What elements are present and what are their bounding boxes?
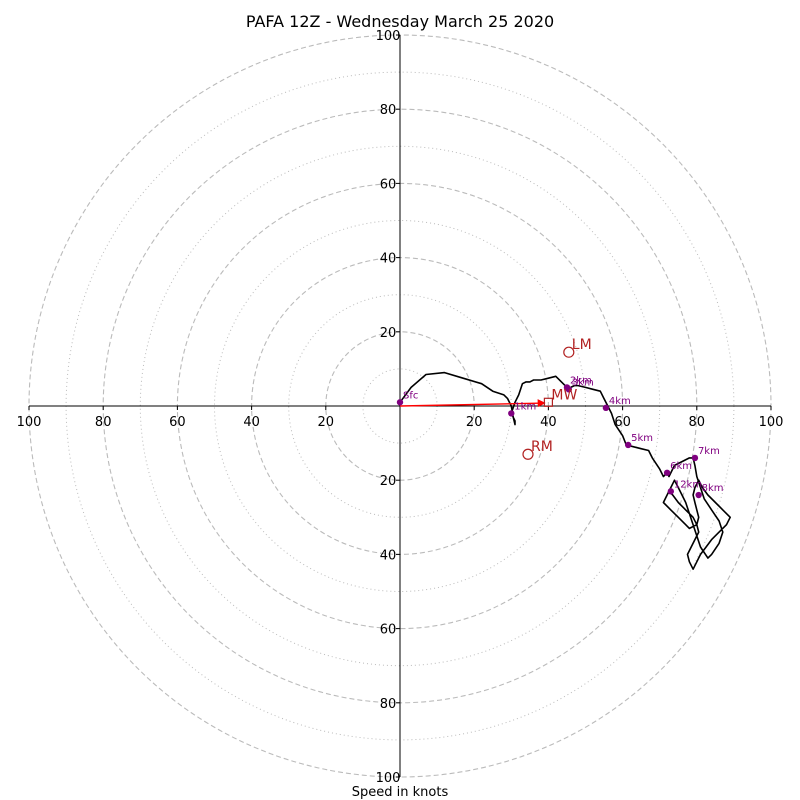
x-tick-label: 20 <box>466 415 483 430</box>
mean-wind-marker <box>543 397 554 407</box>
storm-motion-LM <box>563 346 575 358</box>
height-label-8km: 8km <box>702 483 724 494</box>
x-tick-label: 60 <box>614 415 631 430</box>
height-label-1km: 1km <box>514 401 536 412</box>
y-tick-label: 80 <box>380 697 397 712</box>
height-label-5km: 5km <box>631 433 653 444</box>
height-label-7km: 7km <box>698 446 720 457</box>
hodograph-line <box>399 371 732 571</box>
height-marker-1km <box>508 410 515 417</box>
y-tick-label: 40 <box>380 252 397 267</box>
x-tick-label: 40 <box>243 415 260 430</box>
y-tick-label: 100 <box>376 29 401 44</box>
tick-labels: 100 100 80 80 60 60 40 40 20 20 20 20 40 40 60 60 80 80 10… <box>17 29 784 786</box>
chart-title: PAFA 12Z - Wednesday March 25 2020 <box>246 12 554 31</box>
y-tick-label: 60 <box>380 177 397 192</box>
height-marker-4km <box>602 404 610 412</box>
x-axis-label: Speed in knots <box>352 785 449 800</box>
y-tick-label: 20 <box>380 326 397 341</box>
height-marker-8km <box>695 491 702 499</box>
x-tick-label: 40 <box>540 415 557 430</box>
x-tick-label: 100 <box>17 415 42 430</box>
x-tick-label: 100 <box>759 415 784 430</box>
x-tick-label: 80 <box>689 415 706 430</box>
storm-motion-RM <box>522 448 534 460</box>
height-label-3km: 3km <box>572 377 594 388</box>
y-tick-label: 40 <box>380 548 397 563</box>
x-tick-label: 80 <box>95 415 112 430</box>
height-marker-12km <box>667 488 675 495</box>
height-marker-5km <box>624 441 632 449</box>
height-label-Sfc: Sfc <box>403 390 418 401</box>
storm-motion-label-LM: LM <box>572 337 592 353</box>
y-tick-label: 80 <box>380 103 397 118</box>
x-tick-label: 60 <box>169 415 186 430</box>
height-marker-3km <box>565 386 573 393</box>
storm-motion-label-MW: MW <box>551 387 577 403</box>
height-label-6km: 6km <box>670 461 692 472</box>
height-marker-6km <box>663 469 671 476</box>
storm-motion-label-RM: RM <box>531 439 553 455</box>
height-marker-7km <box>691 454 699 462</box>
height-label-2km: 2km <box>570 375 592 386</box>
y-tick-label: 100 <box>376 771 401 786</box>
storm-motion-markers: LM RM MW <box>522 337 592 460</box>
height-marker-Sfc <box>396 399 404 406</box>
height-label-12km: 12km <box>674 479 702 490</box>
y-tick-label: 20 <box>380 474 397 489</box>
mean-wind-arrow <box>399 399 546 408</box>
height-label-4km: 4km <box>609 396 631 407</box>
y-tick-label: 60 <box>380 623 397 638</box>
x-tick-label: 20 <box>318 415 335 430</box>
hodograph-trace-group <box>399 371 732 571</box>
